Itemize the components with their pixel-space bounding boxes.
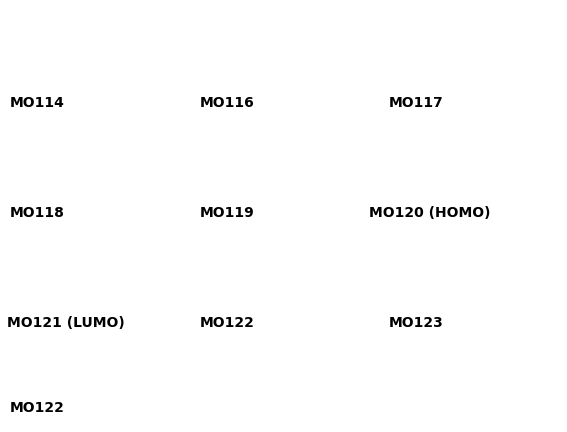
- Text: MO120 (HOMO): MO120 (HOMO): [369, 206, 490, 220]
- Text: MO118: MO118: [10, 206, 65, 220]
- Text: MO116: MO116: [200, 96, 255, 110]
- Text: MO123: MO123: [388, 317, 443, 330]
- Text: MO122: MO122: [200, 317, 255, 330]
- Text: MO122: MO122: [10, 401, 65, 415]
- Text: MO121 (LUMO): MO121 (LUMO): [7, 317, 125, 330]
- Text: MO117: MO117: [388, 96, 443, 110]
- Text: MO119: MO119: [200, 206, 255, 220]
- Text: MO114: MO114: [10, 96, 65, 110]
